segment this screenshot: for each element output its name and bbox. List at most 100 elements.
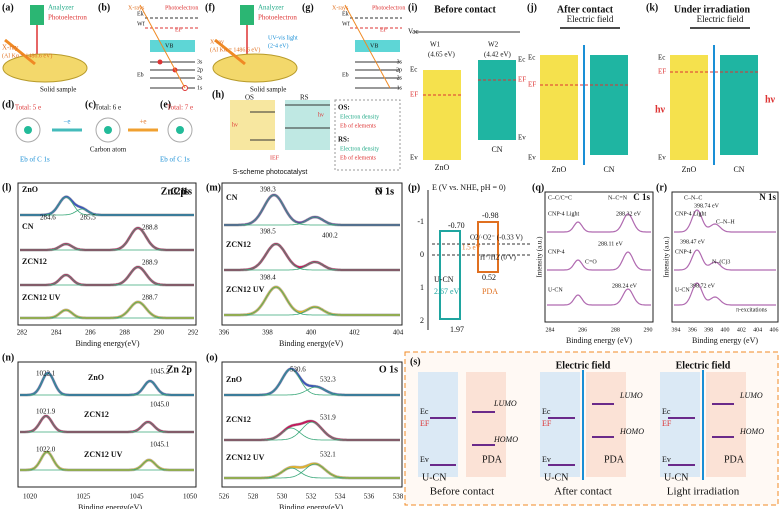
label: ZCN12 UV — [226, 285, 265, 294]
label: LUMO — [619, 391, 643, 400]
spectrum — [224, 421, 400, 441]
spectrum — [224, 261, 400, 271]
label: 532.3 — [320, 376, 336, 384]
label: Zn 2p — [161, 186, 187, 197]
panel-ijk-art — [415, 27, 758, 165]
label: Ev — [420, 455, 429, 464]
label: Ev — [658, 154, 666, 162]
label: +e — [139, 118, 146, 126]
label: Analyzer — [258, 4, 284, 12]
label: Ev — [410, 154, 418, 162]
label: CN — [733, 165, 744, 174]
x-tick-label: 536 — [364, 493, 375, 501]
label: EF — [662, 419, 672, 428]
label: -0.70 — [448, 221, 465, 230]
label: OS — [245, 94, 254, 102]
label: C–N–C — [684, 195, 702, 201]
spectrum — [674, 282, 776, 306]
label: hν — [765, 94, 776, 105]
axis-title: Binding energy(eV) — [75, 339, 139, 348]
panel-label: (r) — [656, 182, 667, 193]
y-tick-label: -1 — [417, 217, 424, 226]
label: Ec — [410, 66, 417, 74]
spectrum — [224, 216, 400, 226]
label: 1045.1 — [150, 441, 170, 449]
axis-title: Binding energy (eV) — [692, 336, 758, 345]
label: RS — [300, 94, 309, 102]
spectrum — [20, 265, 194, 287]
spectrum — [224, 462, 400, 480]
x-tick-label: 394 — [672, 327, 681, 333]
panel-label: (o) — [206, 352, 218, 363]
panel-cde-art — [15, 117, 193, 143]
label: 398.72 eV — [690, 283, 716, 289]
panel-h-art — [230, 99, 401, 171]
y-tick-label: 2 — [420, 316, 424, 325]
label: (4.42 eV) — [484, 51, 511, 59]
label: W1 — [430, 41, 441, 49]
x-tick-label: 404 — [393, 329, 404, 337]
label: Ec — [658, 54, 665, 62]
spectrum — [20, 300, 194, 319]
label: ZCN12 UV — [226, 453, 265, 462]
panel-label: (i) — [408, 2, 417, 13]
axes-boxes — [17, 182, 779, 488]
label: 1.97 — [450, 325, 464, 334]
spectrum — [20, 227, 194, 251]
spectrum — [224, 420, 400, 441]
label: Eb — [137, 72, 144, 78]
label: EF — [175, 27, 183, 33]
label: Eb of elements — [340, 122, 377, 129]
label: C=O — [585, 259, 597, 265]
label: Light irradiation — [667, 486, 740, 498]
panel-label: (c) — [85, 99, 96, 110]
panel-label: (g) — [302, 2, 314, 13]
label: HOMO — [493, 435, 518, 444]
x-tick-label: 400 — [721, 327, 730, 333]
label: 398.3 — [260, 186, 276, 194]
label: U-CN — [434, 275, 454, 284]
label: Ec — [542, 407, 551, 416]
label: N–C=N — [608, 195, 628, 201]
label: Total: 7 e — [167, 104, 193, 112]
y-tick-label: 0 — [420, 250, 424, 259]
label: S-scheme photocatalyst — [233, 169, 308, 176]
spectrum — [674, 209, 776, 233]
panel-label: (b) — [98, 2, 110, 13]
label: Ev — [518, 134, 526, 142]
label: U-CN — [422, 472, 446, 483]
label: PDA — [604, 454, 625, 465]
label: ZnO — [552, 165, 567, 174]
label: 1.5 eV — [462, 244, 481, 252]
label: Wf — [137, 20, 145, 27]
y-tick-label: 1 — [420, 283, 424, 292]
label: Eb of elements — [340, 154, 377, 161]
label: PDA — [482, 287, 498, 296]
label: ZnO — [226, 375, 242, 384]
x-tick-label: 286 — [578, 327, 587, 333]
label: Under irradiation — [674, 4, 751, 15]
label: (Al Kα = 1486.6 eV) — [2, 52, 52, 59]
spectrum — [547, 213, 651, 233]
label: 398.47 eV — [680, 239, 706, 245]
label: 530.6 — [290, 366, 306, 374]
label: Ek — [342, 11, 349, 17]
label: 2s — [197, 75, 203, 81]
label: EF — [518, 76, 526, 84]
label: 288.9 — [142, 259, 158, 267]
x-tick-label: 398 — [704, 327, 713, 333]
label: ZCN12 UV — [22, 293, 61, 302]
label: ZnO — [88, 373, 104, 382]
label: CNP-4 — [548, 249, 565, 255]
label: C 1s — [633, 192, 650, 202]
x-tick-label: 288 — [611, 327, 620, 333]
label: C–C/C=C — [548, 195, 572, 201]
spectrum — [224, 306, 400, 316]
label: (2-4 eV) — [268, 42, 289, 49]
spectrum — [20, 265, 194, 286]
label: EF — [658, 68, 666, 76]
label: Electric field — [697, 14, 744, 24]
label: 398.5 — [260, 228, 276, 236]
label: X-ray — [2, 44, 19, 52]
x-tick-label: 534 — [335, 493, 346, 501]
